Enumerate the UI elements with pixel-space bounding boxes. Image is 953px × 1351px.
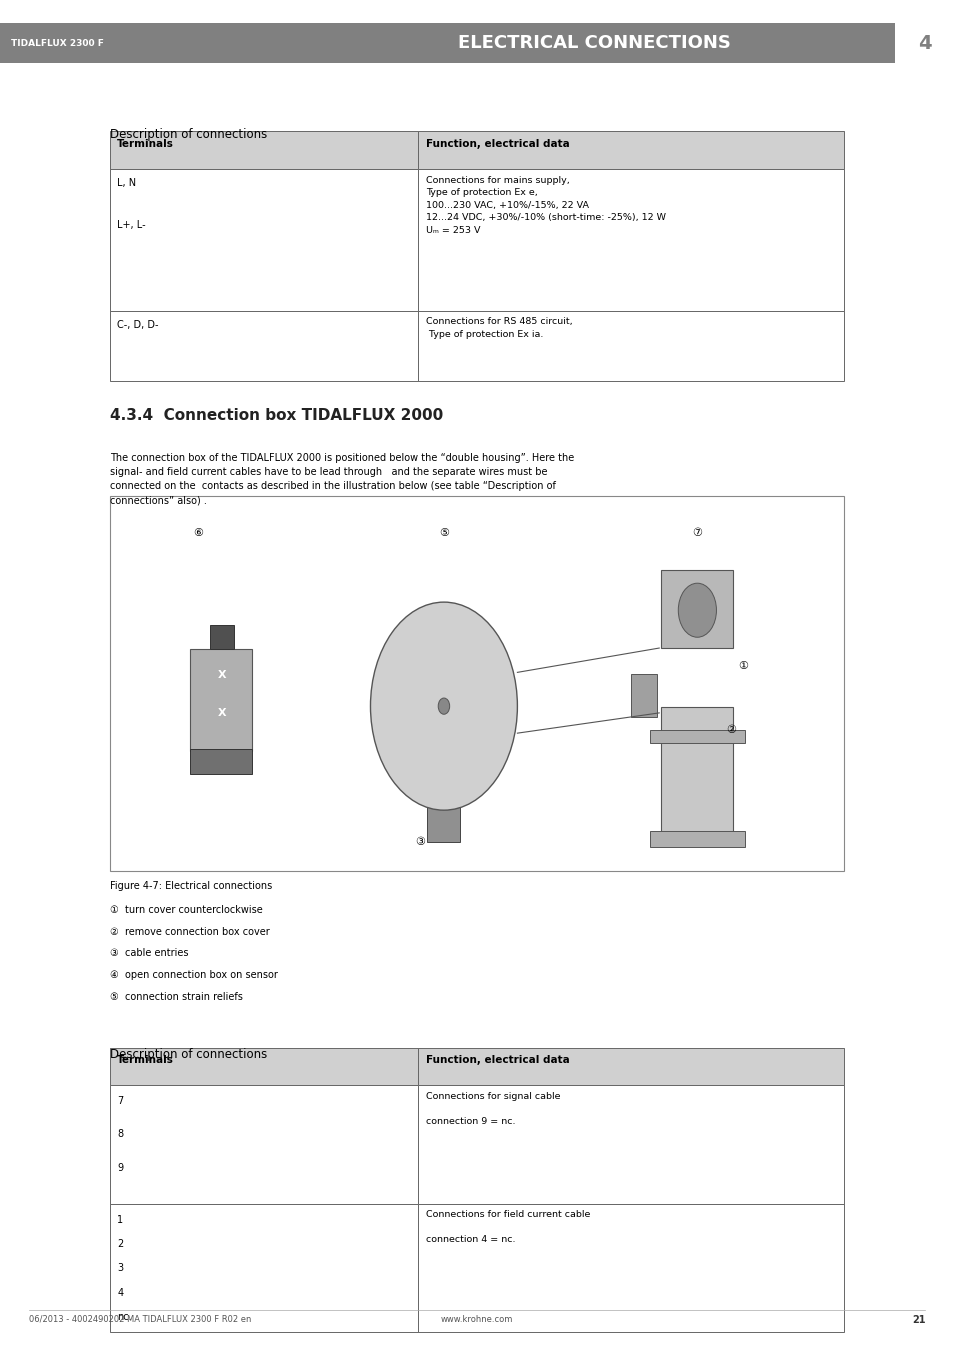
Bar — [426, 767, 459, 842]
Bar — [660, 707, 732, 842]
Text: 8: 8 — [117, 1129, 123, 1139]
Text: ②: ② — [725, 725, 735, 735]
Circle shape — [437, 698, 449, 715]
Text: ⑤: ⑤ — [438, 528, 449, 539]
Text: 4: 4 — [117, 1288, 123, 1297]
Text: ⑥: ⑥ — [193, 528, 203, 539]
Bar — [210, 626, 233, 650]
Text: Function, electrical data: Function, electrical data — [425, 139, 569, 149]
Text: Function, electrical data: Function, electrical data — [425, 1055, 569, 1065]
Circle shape — [370, 603, 517, 811]
Text: Connections for signal cable

connection 9 = nc.: Connections for signal cable connection … — [425, 1092, 559, 1125]
Text: ⑦: ⑦ — [692, 528, 701, 539]
Bar — [417, 1085, 843, 1204]
Text: TIDALFLUX 2300 F: TIDALFLUX 2300 F — [11, 39, 104, 47]
Text: ③: ③ — [415, 836, 425, 847]
Bar — [190, 650, 252, 751]
Bar — [630, 674, 657, 717]
Bar — [417, 169, 843, 311]
Text: ①: ① — [738, 661, 747, 670]
Bar — [660, 570, 732, 648]
Text: L+, L-: L+, L- — [117, 220, 146, 230]
Bar — [417, 131, 843, 169]
Text: nc.: nc. — [117, 1312, 132, 1321]
Bar — [190, 750, 252, 774]
Text: 21: 21 — [911, 1315, 924, 1324]
Text: Connections for RS 485 circuit,
 Type of protection Ex ia.: Connections for RS 485 circuit, Type of … — [425, 317, 572, 339]
Text: X: X — [217, 708, 226, 717]
Bar — [110, 1085, 417, 1204]
Text: 7: 7 — [117, 1096, 124, 1105]
Text: C-, D, D-: C-, D, D- — [117, 320, 159, 330]
Text: 1: 1 — [117, 1215, 123, 1224]
Text: 4: 4 — [917, 34, 930, 53]
Bar — [649, 730, 744, 743]
Text: The connection box of the TIDALFLUX 2000 is positioned below the “double housing: The connection box of the TIDALFLUX 2000… — [110, 453, 574, 505]
Text: 06/2013 - 4002490202 MA TIDALFLUX 2300 F R02 en: 06/2013 - 4002490202 MA TIDALFLUX 2300 F… — [29, 1315, 251, 1324]
Bar — [110, 131, 417, 169]
Text: Terminals: Terminals — [117, 1055, 174, 1065]
Bar — [0, 23, 953, 63]
Text: www.krohne.com: www.krohne.com — [440, 1315, 513, 1324]
Text: 4.3.4  Connection box TIDALFLUX 2000: 4.3.4 Connection box TIDALFLUX 2000 — [110, 408, 442, 423]
Bar — [417, 1204, 843, 1332]
Text: Description of connections: Description of connections — [110, 1048, 267, 1062]
Bar — [110, 1048, 417, 1085]
Text: Connections for mains supply,
Type of protection Ex e,
100...230 VAC, +10%/-15%,: Connections for mains supply, Type of pr… — [425, 176, 665, 235]
Text: 2: 2 — [117, 1239, 124, 1248]
Text: ①  turn cover counterclockwise: ① turn cover counterclockwise — [110, 905, 262, 915]
Text: L, N: L, N — [117, 178, 136, 188]
Bar — [110, 311, 417, 381]
Text: 3: 3 — [117, 1263, 123, 1273]
Bar — [110, 496, 843, 871]
Circle shape — [678, 584, 716, 638]
Text: Figure 4-7: Electrical connections: Figure 4-7: Electrical connections — [110, 881, 272, 890]
Text: ELECTRICAL CONNECTIONS: ELECTRICAL CONNECTIONS — [457, 34, 730, 53]
Text: ④  open connection box on sensor: ④ open connection box on sensor — [110, 970, 277, 979]
Text: ②  remove connection box cover: ② remove connection box cover — [110, 927, 269, 936]
Bar — [417, 1048, 843, 1085]
Text: Connections for field current cable

connection 4 = nc.: Connections for field current cable conn… — [425, 1210, 590, 1244]
Bar — [894, 23, 953, 63]
Text: Description of connections: Description of connections — [110, 128, 267, 142]
Bar — [110, 1204, 417, 1332]
Bar — [110, 169, 417, 311]
Text: 9: 9 — [117, 1163, 123, 1173]
Bar — [649, 831, 744, 847]
Text: ③  cable entries: ③ cable entries — [110, 948, 188, 958]
Text: Terminals: Terminals — [117, 139, 174, 149]
Bar — [417, 311, 843, 381]
Text: ⑤  connection strain reliefs: ⑤ connection strain reliefs — [110, 992, 242, 1001]
Text: X: X — [217, 670, 226, 680]
